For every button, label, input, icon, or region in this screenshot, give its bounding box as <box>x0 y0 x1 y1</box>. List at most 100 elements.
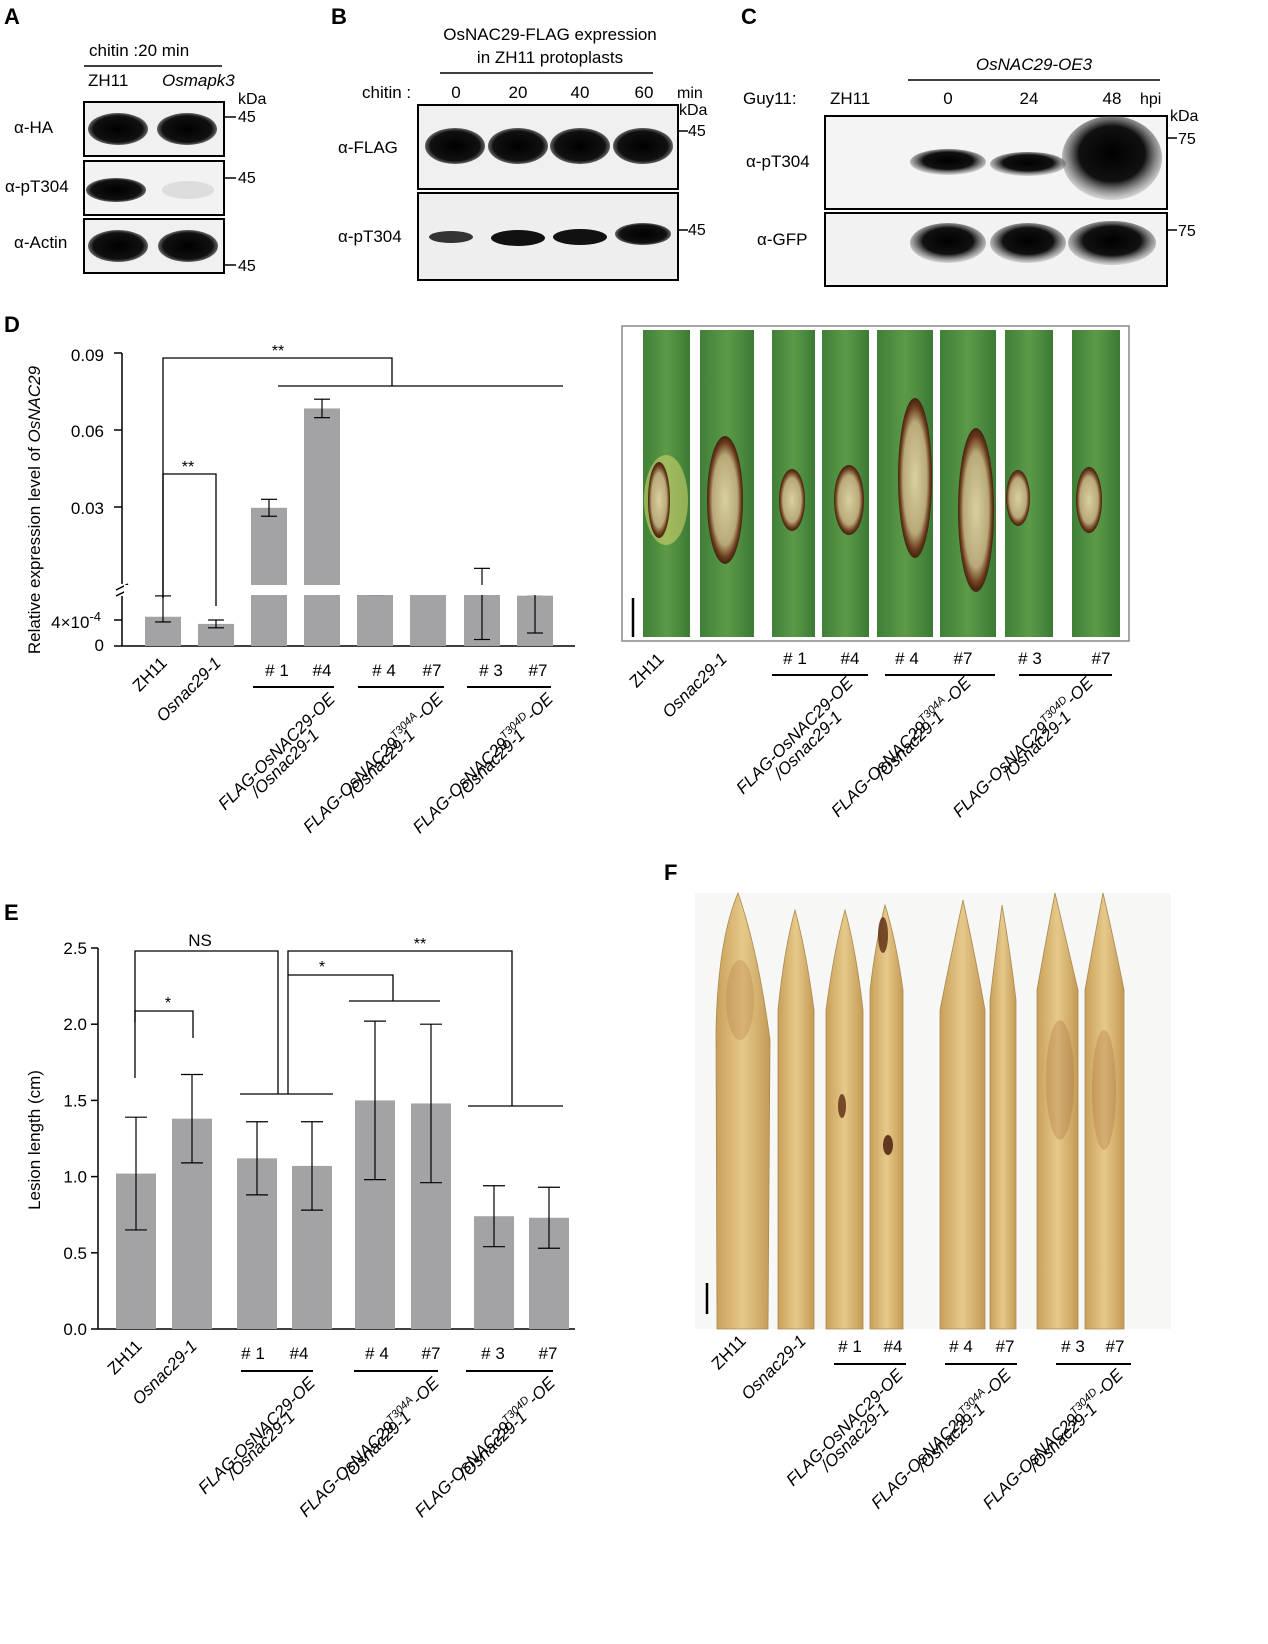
panel-d-letter: D <box>4 312 20 337</box>
timepoint-0: 0 <box>451 83 460 102</box>
x-labels-e: ZH11 Osnac29-1 # 1 #4 # 4 #7 # 3 #7 FLAG… <box>104 1336 559 1521</box>
marker-label: 75 <box>1178 131 1196 148</box>
group-t304d-bg: /Osnac29-1 <box>453 725 529 801</box>
blot-label: α-pT304 <box>338 227 402 246</box>
y-tick-label: 0.0 <box>63 1320 87 1339</box>
panel-b-header-1: OsNAC29-FLAG expression <box>443 25 657 44</box>
line-4: #4 <box>841 649 860 668</box>
line-1: # 1 <box>783 649 807 668</box>
ylabel-gene: OsNAC29 <box>25 365 44 442</box>
line-3d: # 3 <box>1061 1337 1085 1356</box>
blot-label: α-Actin <box>14 233 67 252</box>
line-3d: # 3 <box>479 661 503 680</box>
line-4a: # 4 <box>895 649 919 668</box>
panel-f-letter: F <box>664 860 677 885</box>
timepoint-20: 20 <box>509 83 528 102</box>
blot-actin: α-Actin 45 <box>14 218 256 275</box>
xlabel-mutant: Osnac29-1 <box>738 1331 810 1403</box>
line-4a: # 4 <box>372 661 396 680</box>
axis-break-gap <box>124 585 574 595</box>
group-t304d-bg: /Osnac29-1 <box>455 1407 531 1483</box>
blot-ha: α-HA 45 <box>14 101 256 157</box>
group-oe: FLAG-OsNAC29-OE <box>783 1365 908 1490</box>
sig-star-outer: ** <box>272 343 284 360</box>
group-t304a-bg: /Osnac29-1 <box>343 725 419 801</box>
line-7a: #7 <box>422 1344 441 1363</box>
blot-flag: α-FLAG 45 <box>338 104 706 190</box>
panel-b-letter: B <box>331 4 347 29</box>
blot-pt304-c: α-pT304 75 <box>746 115 1196 210</box>
line-4: #4 <box>290 1344 309 1363</box>
kda-label: kDa <box>238 91 267 108</box>
timepoint-40: 40 <box>571 83 590 102</box>
blot-label: α-GFP <box>757 230 807 249</box>
y-tick-label: 1.0 <box>63 1168 87 1187</box>
blot-gfp: α-GFP 75 <box>757 212 1196 287</box>
timepoint-48: 48 <box>1103 89 1122 108</box>
panel-f: F ZH11 Osnac29-1 # 1 #4 # 4 #7 <box>664 860 1171 1513</box>
sig-star-2: * <box>319 959 325 976</box>
significance-d <box>162 357 563 606</box>
marker-label: 45 <box>238 170 256 187</box>
panel-d-ylabel: Relative expression level of OsNAC29 <box>25 365 44 654</box>
xlabel-zh11: ZH11 <box>626 649 668 691</box>
timepoint-60: 60 <box>635 83 654 102</box>
bar <box>357 593 393 646</box>
line-1: # 1 <box>265 661 289 680</box>
guy11-label: Guy11: <box>743 89 797 108</box>
y-tick-label: 1.5 <box>63 1091 87 1110</box>
line-7d: #7 <box>529 661 548 680</box>
line-7d: #7 <box>539 1344 558 1363</box>
line-7a: #7 <box>423 661 442 680</box>
timepoint-24: 24 <box>1020 89 1039 108</box>
group-oe: FLAG-OsNAC29-OE <box>733 673 858 798</box>
chart-e-bars <box>116 1020 569 1329</box>
line-1: # 1 <box>241 1344 265 1363</box>
panel-c-letter: C <box>741 4 757 29</box>
sig-star-inner: ** <box>182 459 194 476</box>
line-7a: #7 <box>954 649 973 668</box>
ytick-0.03: 0.03 <box>71 499 104 518</box>
timepoint-0: 0 <box>943 89 952 108</box>
marker-label: 45 <box>688 123 706 140</box>
group-t304a-bg: /Osnac29-1 <box>872 707 948 783</box>
panel-c-header: OsNAC29-OE3 <box>976 55 1093 74</box>
line-1: # 1 <box>838 1337 862 1356</box>
line-4a: # 4 <box>949 1337 973 1356</box>
lane-label-zh11: ZH11 <box>88 71 128 90</box>
ytick-0.09: 0.09 <box>71 346 104 365</box>
line-7d: #7 <box>1092 649 1111 668</box>
y-tick-label: 2.0 <box>63 1015 87 1034</box>
line-4a: # 4 <box>365 1344 389 1363</box>
blot-label: α-pT304 <box>746 152 810 171</box>
group-t304d-bg: /Osnac29-1 <box>1025 1399 1101 1475</box>
ylabel-prefix: Relative expression level of <box>25 442 44 654</box>
panel-e-letter: E <box>4 900 19 925</box>
marker-label: 75 <box>1178 223 1196 240</box>
panel-c: C OsNAC29-OE3 Guy11: ZH11 0 24 48 hpi kD… <box>741 4 1199 287</box>
line-3d: # 3 <box>1018 649 1042 668</box>
kda-label: kDa <box>679 102 708 119</box>
line-4: #4 <box>313 661 332 680</box>
panel-d: D Relative expression level of OsNAC29 0… <box>4 312 575 837</box>
unit-hpi: hpi <box>1140 91 1161 108</box>
sig-star-3: ** <box>414 936 426 953</box>
panel-e: E Lesion length (cm) 0.00.51.01.52.02.5 … <box>4 900 575 1521</box>
group-oe: FLAG-OsNAC29-OE <box>215 689 340 814</box>
lane-label-osmapk3: Osmapk3 <box>162 71 235 90</box>
xlabel-mutant: Osnac29-1 <box>659 649 731 721</box>
blot-label: α-pT304 <box>5 177 69 196</box>
blot-pt304: α-pT304 45 <box>5 160 256 216</box>
photo-labels-f: ZH11 Osnac29-1 # 1 #4 # 4 #7 # 3 #7 FLAG… <box>708 1331 1131 1513</box>
panel-d-photo: ZH11 Osnac29-1 # 1 #4 # 4 #7 # 3 #7 FLAG… <box>621 325 1130 821</box>
group-t304a-bg: /Osnac29-1 <box>339 1407 415 1483</box>
blot-pt304-b: α-pT304 45 <box>338 192 706 281</box>
sig-star-1: * <box>165 995 171 1012</box>
unit-min: min <box>677 85 703 102</box>
ytick-0.06: 0.06 <box>71 422 104 441</box>
xlabel-zh11: ZH11 <box>708 1331 750 1373</box>
panel-a-letter: A <box>4 4 20 29</box>
group-t304a-bg: /Osnac29-1 <box>913 1399 989 1475</box>
significance-e <box>134 950 563 1107</box>
